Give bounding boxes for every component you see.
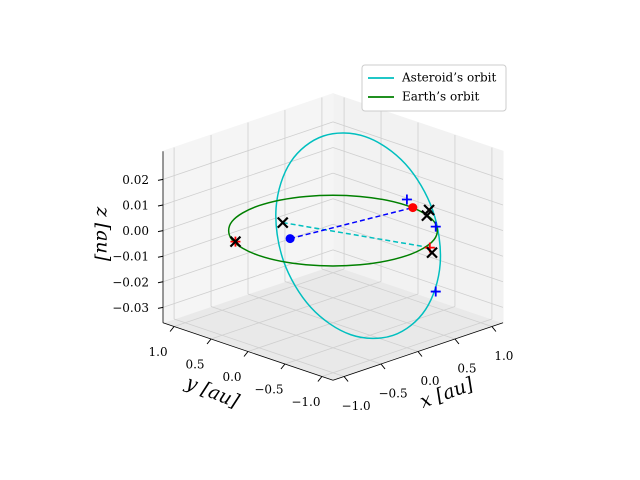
tick-mark [206,338,212,345]
tick-mark [317,376,323,382]
tick-mark [417,351,423,357]
orbit-line [282,221,430,249]
tick-mark [157,204,164,207]
grid-line [332,223,504,283]
x-tick-label: −1.0 [342,399,371,413]
x-marker [423,204,435,216]
tick-mark [280,363,286,370]
orbit-line [275,132,442,340]
tick-mark [343,376,349,382]
grid-line [332,249,504,308]
point-marker [408,203,418,213]
plus-marker [401,194,412,205]
tick-mark [454,338,460,345]
legend-box [361,64,507,112]
grid-line [162,223,334,283]
grid-line [284,306,456,365]
z-tick-label: −0.02 [112,275,149,289]
z-tick-label: 0.01 [122,199,149,213]
orbit-line [227,194,439,267]
y-axis-line [162,322,334,381]
orbit-line [289,206,414,240]
grid-line [162,121,334,180]
z-tick-label: 0.00 [122,224,149,238]
grid-line [332,172,504,231]
z-axis-label: z [au] [92,206,114,262]
legend-label: Earth’s orbit [402,90,479,104]
x-tick-label: 0.5 [457,362,476,376]
tick-mark [491,326,497,332]
x-tick-label: 1.0 [494,349,513,363]
grid-line [332,121,504,180]
z-tick-label: −0.03 [112,301,149,315]
grid-line [210,281,382,340]
tick-mark [157,178,164,181]
grid-line [332,198,504,257]
x-marker [426,246,438,259]
tick-mark [157,255,164,258]
tick-mark [243,351,249,357]
grid-line [173,268,345,327]
x-marker [229,235,242,248]
grid-line [321,318,493,377]
y-tick-label: −1.0 [291,395,320,409]
z-tick-label: 0.02 [122,173,149,187]
y-tick-label: −0.5 [254,383,283,397]
legend-label: Asteroid’s orbit [401,71,496,85]
tick-mark [157,281,164,284]
y-tick-label: 0.5 [185,358,204,372]
z-tick-label: −0.01 [112,250,149,264]
y-tick-label: 0.0 [222,370,241,384]
x-marker [276,216,289,229]
plus-marker [430,286,441,297]
tick-mark [157,230,164,233]
x-tick-label: 0.0 [420,374,439,388]
grid-line [162,147,334,206]
point-marker [285,234,295,244]
grid-line [162,198,334,257]
grid-line [247,293,419,352]
x-tick-label: −0.5 [378,387,407,401]
plus-marker [430,221,441,232]
x-axis-line [332,322,504,381]
grid-line [162,249,334,308]
tick-mark [169,326,175,332]
grid-line [332,147,504,206]
y-tick-label: 1.0 [149,345,168,359]
tick-mark [380,363,386,370]
tick-mark [157,306,164,309]
grid-line [162,172,334,231]
